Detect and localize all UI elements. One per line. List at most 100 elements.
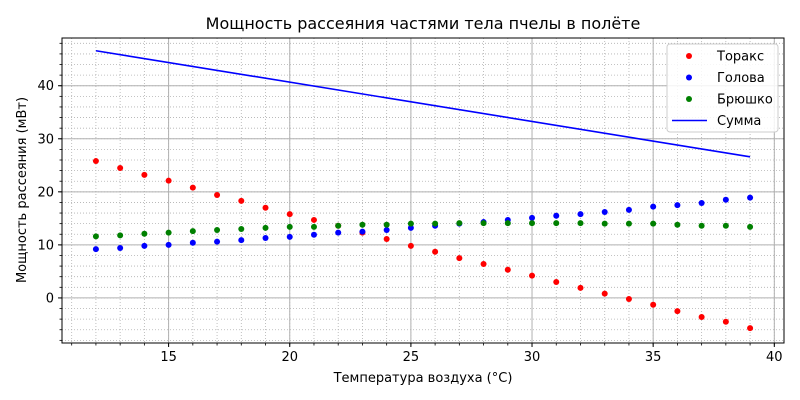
- legend-item: Брюшко: [686, 93, 773, 108]
- data-point: [529, 214, 536, 221]
- data-point: [310, 216, 317, 223]
- data-point: [504, 220, 511, 227]
- x-axis-label: Температура воздуха (°C): [333, 371, 513, 386]
- legend-marker-icon: [686, 74, 692, 81]
- data-point: [625, 295, 632, 302]
- data-point: [214, 227, 221, 234]
- data-point: [456, 220, 463, 227]
- series-Брюшко: [92, 220, 754, 240]
- data-point: [359, 221, 366, 228]
- plot-frame: [61, 37, 785, 344]
- x-tick-label: 15: [160, 350, 177, 365]
- data-point: [577, 220, 584, 227]
- data-point: [529, 220, 536, 227]
- data-point: [92, 233, 99, 240]
- data-point: [747, 194, 754, 201]
- data-point: [698, 222, 705, 229]
- y-tick-label: 10: [37, 238, 54, 253]
- data-point: [141, 242, 148, 249]
- data-point: [504, 266, 511, 273]
- data-point: [650, 203, 657, 210]
- data-point: [577, 211, 584, 218]
- data-point: [456, 255, 463, 262]
- data-point: [674, 221, 681, 228]
- data-point: [165, 241, 172, 248]
- x-tick-label: 20: [281, 350, 298, 365]
- data-point: [432, 220, 439, 227]
- data-point: [359, 228, 366, 235]
- data-point: [262, 204, 269, 211]
- y-tick-label: 20: [37, 185, 54, 200]
- data-point: [383, 221, 390, 228]
- data-point: [529, 272, 536, 279]
- data-point: [189, 239, 196, 246]
- data-point: [601, 290, 608, 297]
- data-point: [238, 225, 245, 232]
- data-point: [189, 228, 196, 235]
- data-point: [407, 220, 414, 227]
- y-tick-label: 40: [37, 79, 54, 94]
- y-tick-label: 0: [46, 291, 54, 306]
- data-point: [553, 279, 560, 285]
- data-point: [214, 238, 221, 245]
- data-point: [674, 308, 681, 315]
- x-tick-label: 40: [766, 350, 783, 365]
- data-point: [262, 224, 269, 231]
- y-axis-label: Мощность рассеяния (мВт): [15, 97, 30, 283]
- data-point: [553, 212, 560, 219]
- legend-marker-icon: [686, 53, 692, 59]
- data-point: [238, 197, 245, 204]
- legend-item: Голова: [686, 71, 765, 86]
- legend-label: Торакс: [716, 50, 764, 65]
- data-point: [480, 260, 487, 267]
- data-point: [383, 227, 390, 234]
- data-point: [698, 314, 705, 321]
- data-point: [553, 220, 560, 227]
- data-point: [117, 232, 124, 239]
- data-point: [117, 245, 124, 252]
- data-point: [625, 206, 632, 213]
- data-point: [650, 301, 657, 308]
- legend-item: Торакс: [686, 50, 764, 65]
- y-tick-label: 30: [37, 132, 54, 147]
- data-point: [92, 246, 99, 253]
- legend-label: Сумма: [717, 114, 761, 129]
- data-point: [722, 196, 729, 203]
- data-point: [286, 233, 293, 240]
- legend-label: Голова: [717, 71, 765, 86]
- data-point: [383, 236, 390, 243]
- data-point: [286, 211, 293, 218]
- x-tick-label: 30: [524, 350, 541, 365]
- data-point: [310, 223, 317, 230]
- series-Сумма: [95, 49, 751, 158]
- data-point: [141, 230, 148, 237]
- data-point: [141, 171, 148, 178]
- data-point: [262, 234, 269, 241]
- data-point: [407, 242, 414, 249]
- data-point: [335, 229, 342, 236]
- data-point: [310, 231, 317, 238]
- plot-area: [92, 49, 754, 332]
- data-point: [650, 220, 657, 227]
- series-Торакс: [92, 158, 754, 332]
- axes: 15 20 25 30 35 40 0 10 20 30 40: [37, 42, 783, 365]
- data-point: [747, 325, 754, 332]
- data-point: [722, 318, 729, 325]
- data-point: [577, 284, 584, 291]
- data-point: [189, 184, 196, 191]
- legend-marker-icon: [686, 96, 692, 102]
- data-point: [165, 229, 172, 236]
- x-tick-label: 35: [645, 350, 662, 365]
- data-point: [335, 222, 342, 229]
- legend-item: Сумма: [672, 114, 761, 129]
- data-point: [480, 220, 487, 227]
- legend-label: Брюшко: [717, 93, 773, 108]
- data-point: [625, 220, 632, 227]
- data-point: [165, 177, 172, 184]
- data-point: [214, 192, 221, 199]
- data-point: [601, 208, 608, 215]
- data-point: [117, 164, 124, 171]
- data-point: [238, 237, 245, 244]
- legend-box: [666, 43, 779, 133]
